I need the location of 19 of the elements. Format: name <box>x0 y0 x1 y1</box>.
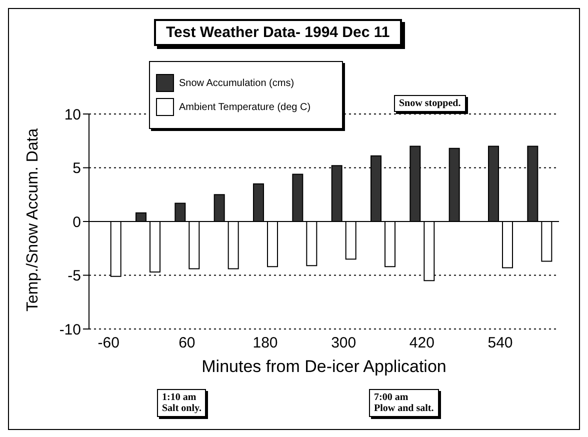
y-tick-label: 0 <box>72 214 81 231</box>
text: 7:00 am Plow and salt. <box>369 389 439 417</box>
legend-label: Ambient Temperature (deg C) <box>179 102 311 112</box>
y-tick-label: -10 <box>59 321 81 338</box>
y-tick-label: -5 <box>68 268 81 285</box>
legend-label: Snow Accumulation (cms) <box>179 78 294 88</box>
x-tick-label: 300 <box>331 334 356 352</box>
text: 1:10 am Salt only. <box>157 389 206 417</box>
x-tick-label: 420 <box>409 334 434 352</box>
x-tick-label: -60 <box>98 334 120 352</box>
x-tick-label: 180 <box>252 334 278 352</box>
y-tick-label: 10 <box>64 106 81 124</box>
x-tick-label: 60 <box>178 334 196 352</box>
text: Snow stopped. <box>394 95 466 112</box>
x-axis-title: Minutes from De-icer Application <box>202 357 446 376</box>
chart-title: Test Weather Data- 1994 Dec 11 <box>154 19 402 46</box>
x-tick-label: 540 <box>488 334 513 352</box>
y-tick-label: 5 <box>72 160 81 178</box>
y-axis-title: Temp./Snow Accum. Data <box>24 128 42 312</box>
